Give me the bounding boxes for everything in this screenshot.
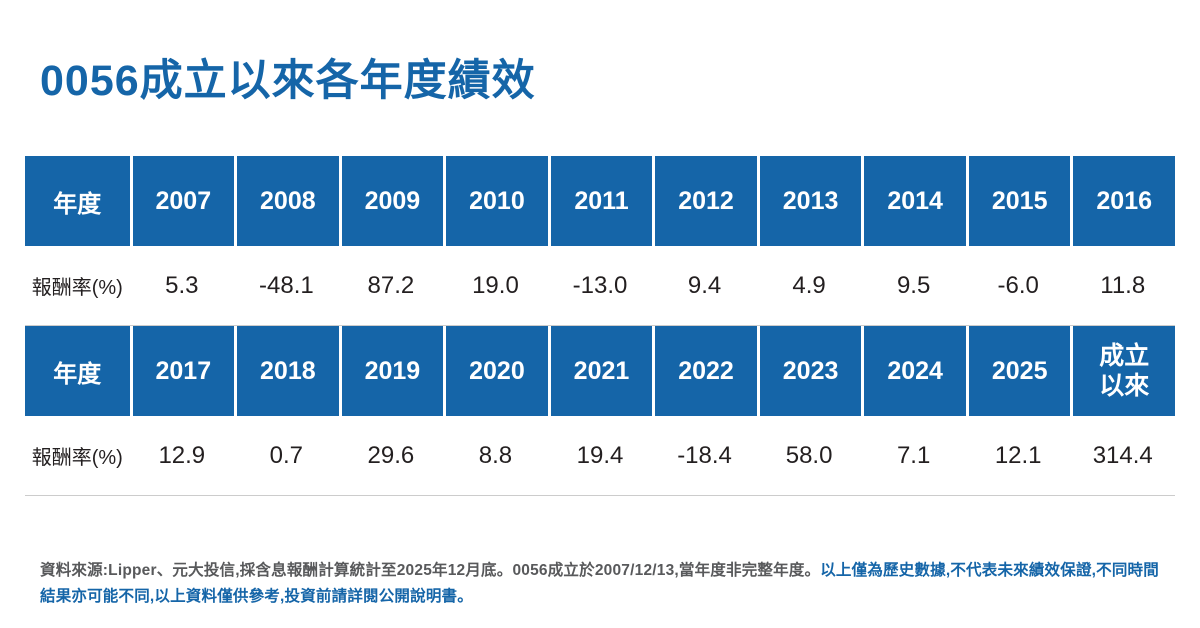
return-value-cell: 19.0 [472,271,519,299]
return-value-cell: 11.8 [1100,271,1146,299]
year-header-cell: 2023 [756,326,862,416]
year-header-row: 年度 2007 2008 2009 2010 2011 2012 2013 2014 2015 20… [25,156,1175,246]
year-header-cell: 2022 [652,326,757,416]
return-value-cell: 314.4 [1092,441,1153,469]
return-value-cell: 7.1 [896,441,931,469]
year-header-cell: 2014 [861,156,966,246]
return-value-cell: -48.1 [259,271,314,299]
year-header-cell: 2011 [547,156,653,246]
year-header-label: 年度 [25,156,130,246]
footer-disclaimer: 資料來源:Lipper、元大投信,採含息報酬計算統計至2025年12月底。005… [40,558,1168,611]
page-title: 0056成立以來各年度績效 [40,57,536,105]
return-value-cell: 19.4 [576,441,624,469]
year-header-row: 年度 2017 2018 2019 2020 2021 2022 2023 2024 2025 成立… [25,326,1175,416]
year-header-cell: 2020 [443,326,548,416]
return-value-cell: -6.0 [997,271,1039,299]
return-value-cell: 9.4 [687,271,722,299]
year-header-cell: 2018 [234,326,339,416]
footer-disclaimer-text: 以上僅為歷史數據,不代表未來績效保證,不同時間結果亦可能不同,以上資料僅供參考,… [40,562,1159,606]
return-value-cell: 58.0 [785,441,833,469]
year-header-cell: 2019 [338,326,444,416]
year-header-cell: 成立以來 [1070,326,1175,416]
return-row-label: 報酬率(%) [31,447,123,469]
year-header-cell: 2017 [129,326,235,416]
return-value-cell: 87.2 [367,271,415,299]
return-value-cell: 29.6 [367,441,415,469]
year-header-cell: 2007 [129,156,235,246]
year-header-cell: 2012 [652,156,757,246]
footer-source-text: 資料來源:Lipper、元大投信,採含息報酬計算統計至2025年12月底。005… [40,562,821,579]
return-value-cell: 12.1 [994,441,1042,469]
year-header-cell: 2009 [338,156,444,246]
year-header-cell: 2024 [861,326,966,416]
year-header-label: 年度 [25,326,130,416]
year-header-cell: 2008 [234,156,339,246]
return-value-cell: 8.8 [478,441,513,469]
return-value-cell: 12.9 [158,441,206,469]
return-value-cell: 9.5 [896,271,931,299]
return-value-cell: 4.9 [792,271,826,299]
return-value-cell: 0.7 [269,441,304,469]
year-header-cell: 2025 [965,326,1071,416]
return-data-row: 報酬率(%) 5.3 -48.1 87.2 19.0 -13.0 9.4 4.9 9.5 -6.0… [25,246,1175,326]
return-data-row: 報酬率(%) 12.9 0.7 29.6 8.8 19.4 -18.4 58.0 7.1 12.1… [25,416,1175,496]
return-row-label: 報酬率(%) [31,277,123,299]
year-header-cell: 2021 [547,326,653,416]
performance-tables: 年度 2007 2008 2009 2010 2011 2012 2013 2014 2015 20… [25,156,1175,496]
year-header-cell: 2010 [443,156,548,246]
year-header-cell: 2016 [1070,156,1175,246]
return-value-cell: -18.4 [677,441,732,469]
year-header-cell: 2013 [756,156,862,246]
return-value-cell: -13.0 [572,271,628,299]
return-value-cell: 5.3 [165,271,199,299]
year-header-cell: 2015 [965,156,1071,246]
